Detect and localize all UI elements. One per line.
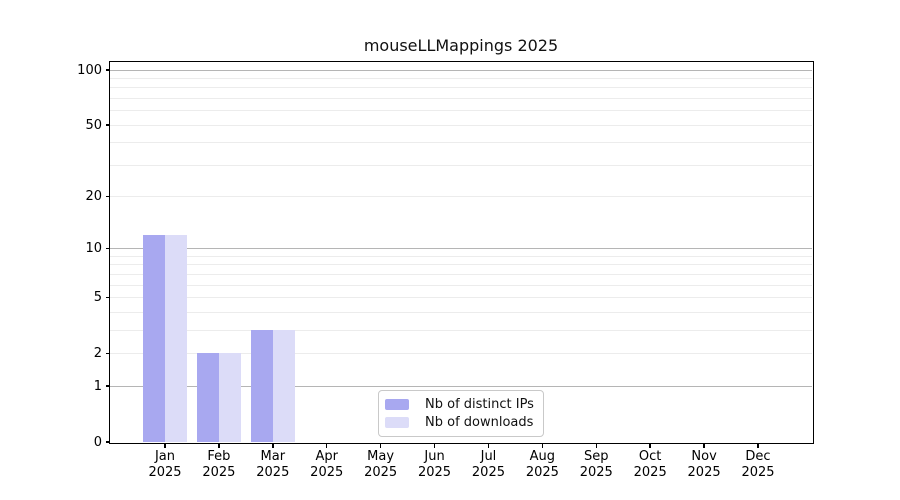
- x-tick-mark: [325, 443, 328, 448]
- x-tick-mark: [595, 443, 598, 448]
- x-tick-mark: [272, 443, 274, 448]
- gridline-minor: [110, 164, 812, 166]
- gridline-minor: [110, 297, 812, 299]
- y-tick-mark: [106, 385, 110, 387]
- x-tick-mark: [433, 443, 436, 448]
- y-tick-mark: [106, 352, 110, 355]
- gridline-minor: [110, 196, 812, 198]
- y-tick-mark: [106, 247, 110, 250]
- gridline-major: [110, 69, 812, 71]
- chart-title: mouseLLMappings 2025: [363, 36, 559, 55]
- gridline-minor: [110, 329, 812, 331]
- gridline-major: [110, 248, 812, 250]
- y-tick-mark: [106, 69, 110, 71]
- y-tick-label: 5: [93, 290, 102, 306]
- x-tick-label: Jan 2025: [148, 449, 182, 480]
- x-tick-label: Aug 2025: [525, 449, 559, 480]
- gridline-minor: [110, 311, 812, 313]
- y-tick-label: 0: [93, 434, 102, 450]
- x-tick-label: Dec 2025: [741, 449, 775, 480]
- x-tick-label: Mar 2025: [256, 449, 290, 480]
- x-tick-label: Nov 2025: [687, 449, 721, 480]
- legend-row-distinct-ips: Nb of distinct IPs: [385, 396, 537, 414]
- x-tick-label: May 2025: [364, 449, 398, 480]
- gridline-minor: [110, 110, 812, 112]
- x-tick-label: Apr 2025: [310, 449, 344, 480]
- gridline-minor: [110, 97, 812, 99]
- y-tick-label: 2: [93, 345, 102, 361]
- bar-downloads-feb: [218, 353, 241, 442]
- bar-distinct-ips-feb: [196, 353, 219, 442]
- gridline-major: [110, 385, 812, 387]
- x-tick-label: Feb 2025: [202, 449, 236, 480]
- y-tick-label: 1: [93, 378, 102, 394]
- x-tick-mark: [379, 443, 382, 448]
- legend-label-distinct-ips: Nb of distinct IPs: [425, 397, 534, 413]
- y-tick-label: 50: [85, 117, 102, 133]
- x-tick-label: Jun 2025: [417, 449, 452, 480]
- bar-downloads-mar: [272, 330, 295, 442]
- y-tick-label: 100: [77, 62, 102, 78]
- gridline-minor: [110, 255, 812, 257]
- legend-label-downloads: Nb of downloads: [425, 414, 534, 430]
- legend-row-downloads: Nb of downloads: [385, 414, 537, 432]
- gridline-minor: [110, 124, 812, 126]
- legend-swatch-downloads: [385, 416, 409, 428]
- gridline-minor: [110, 284, 812, 286]
- gridline-minor: [110, 142, 812, 144]
- gridline-minor: [110, 77, 812, 79]
- x-tick-mark: [164, 443, 166, 448]
- y-tick-mark: [106, 195, 110, 198]
- legend-swatch-distinct-ips: [385, 399, 409, 411]
- y-tick-label: 10: [85, 241, 102, 257]
- x-tick-mark: [703, 443, 705, 448]
- gridline-minor: [110, 273, 812, 275]
- x-tick-mark: [541, 443, 544, 448]
- y-tick-mark: [106, 441, 110, 443]
- x-tick-label: Jul 2025: [471, 449, 505, 480]
- bar-distinct-ips-mar: [250, 330, 273, 442]
- x-tick-mark: [487, 443, 490, 448]
- gridline-minor: [110, 264, 812, 266]
- x-tick-mark: [218, 443, 220, 448]
- y-tick-mark: [106, 296, 110, 299]
- x-tick-label: Oct 2025: [633, 449, 667, 480]
- y-tick-mark: [106, 124, 110, 126]
- bar-distinct-ips-jan: [143, 235, 165, 442]
- legend: Nb of distinct IPs Nb of downloads: [378, 390, 544, 437]
- bar-downloads-jan: [165, 235, 187, 442]
- x-tick-label: Sep 2025: [579, 449, 613, 480]
- gridline-minor: [110, 87, 812, 89]
- x-tick-mark: [649, 443, 651, 448]
- gridline-minor: [110, 352, 812, 354]
- y-tick-label: 20: [85, 189, 102, 205]
- x-tick-mark: [757, 443, 759, 448]
